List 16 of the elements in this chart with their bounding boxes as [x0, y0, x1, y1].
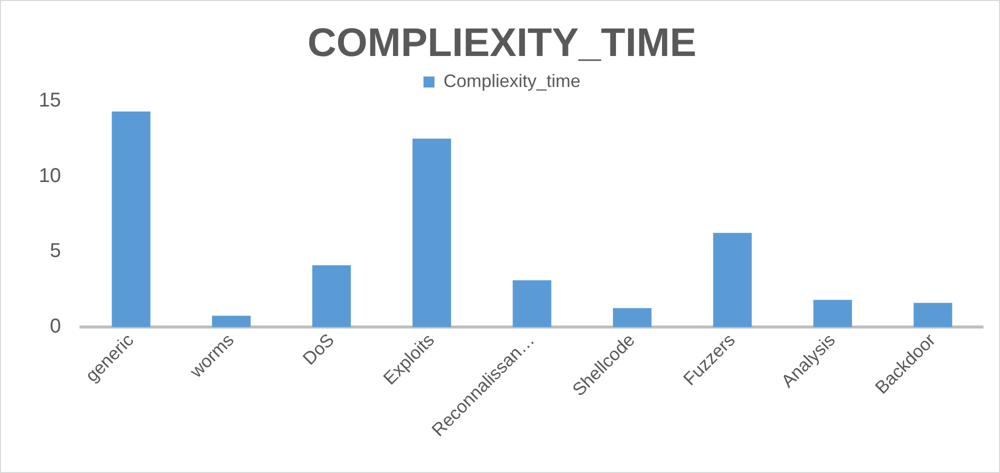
bar: [212, 316, 251, 327]
y-tick-label: 0: [50, 316, 61, 338]
legend-label: Compliexity_time: [443, 70, 581, 91]
bar: [713, 232, 752, 327]
chart-title: COMPLIEXITY_TIME: [308, 21, 696, 66]
bar: [813, 300, 852, 327]
bar: [612, 308, 652, 327]
y-tick-label: 5: [50, 240, 61, 262]
x-tick-label: DoS: [298, 330, 338, 369]
y-tick-label: 10: [38, 164, 61, 187]
bar: [914, 302, 952, 327]
bar: [312, 265, 351, 327]
bar: [412, 138, 452, 327]
bar: [112, 112, 150, 327]
y-tick-label: 15: [38, 90, 61, 112]
bar: [512, 280, 552, 327]
